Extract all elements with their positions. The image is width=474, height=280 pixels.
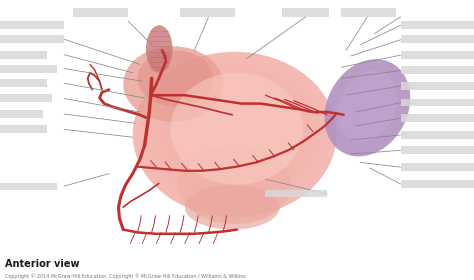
Bar — [0, 51, 47, 59]
Bar — [341, 8, 396, 17]
Ellipse shape — [137, 50, 213, 106]
Ellipse shape — [179, 89, 291, 180]
Ellipse shape — [185, 185, 280, 230]
Bar — [265, 190, 327, 197]
Ellipse shape — [171, 73, 303, 185]
Bar — [180, 8, 235, 17]
Ellipse shape — [147, 63, 322, 206]
Text: Copyright © 2014 McGraw-Hill Education. Copyright © McGraw-Hill Education / Will: Copyright © 2014 McGraw-Hill Education. … — [5, 273, 246, 279]
Ellipse shape — [135, 53, 334, 216]
Bar — [282, 8, 329, 17]
Bar — [401, 163, 474, 171]
Bar — [0, 21, 64, 29]
Ellipse shape — [151, 66, 318, 203]
Bar — [401, 131, 474, 139]
Bar — [0, 35, 64, 43]
Bar — [401, 114, 474, 122]
Text: Anterior view: Anterior view — [5, 259, 79, 269]
Ellipse shape — [133, 52, 337, 217]
Bar — [0, 79, 47, 87]
Ellipse shape — [163, 76, 306, 193]
Ellipse shape — [171, 82, 298, 186]
Ellipse shape — [143, 60, 326, 209]
Bar — [401, 35, 474, 43]
Ellipse shape — [175, 86, 294, 183]
Bar — [401, 180, 474, 188]
Bar — [401, 51, 474, 59]
Ellipse shape — [325, 59, 410, 157]
Bar — [401, 82, 474, 90]
Ellipse shape — [338, 70, 397, 143]
Bar — [0, 94, 52, 102]
Bar — [0, 65, 57, 73]
Ellipse shape — [139, 57, 330, 212]
Bar — [0, 110, 43, 118]
Ellipse shape — [167, 79, 302, 190]
Ellipse shape — [123, 46, 223, 122]
Ellipse shape — [178, 146, 292, 224]
Ellipse shape — [155, 69, 314, 199]
Bar — [73, 8, 128, 17]
Bar — [401, 66, 474, 74]
Bar — [0, 125, 47, 133]
Bar — [401, 99, 474, 106]
Bar — [401, 146, 474, 154]
Bar — [0, 183, 57, 190]
Ellipse shape — [146, 25, 173, 73]
Bar — [401, 21, 474, 29]
Ellipse shape — [159, 73, 310, 196]
